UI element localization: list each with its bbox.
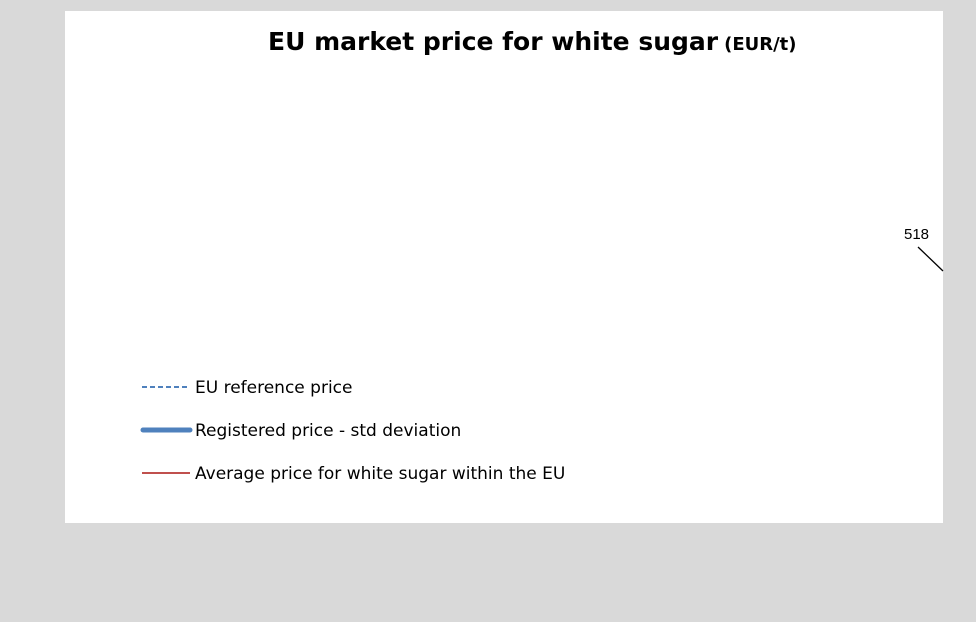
chart-title-main: EU market price for white sugar [268,27,719,56]
annotation-label: 518 [904,226,929,243]
plot-area [65,11,943,523]
legend-label-average: Average price for white sugar within the… [195,464,565,484]
chart-title: EU market price for white sugar (EUR/t) [268,27,797,56]
legend-label-registered: Registered price - std deviation [195,421,461,441]
annotation-leader-line [917,246,944,272]
annotation: 518 [904,226,944,272]
legend-label-reference: EU reference price [195,378,352,398]
legend: EU reference price Registered price - st… [140,378,565,484]
chart-title-unit: (EUR/t) [724,34,796,55]
